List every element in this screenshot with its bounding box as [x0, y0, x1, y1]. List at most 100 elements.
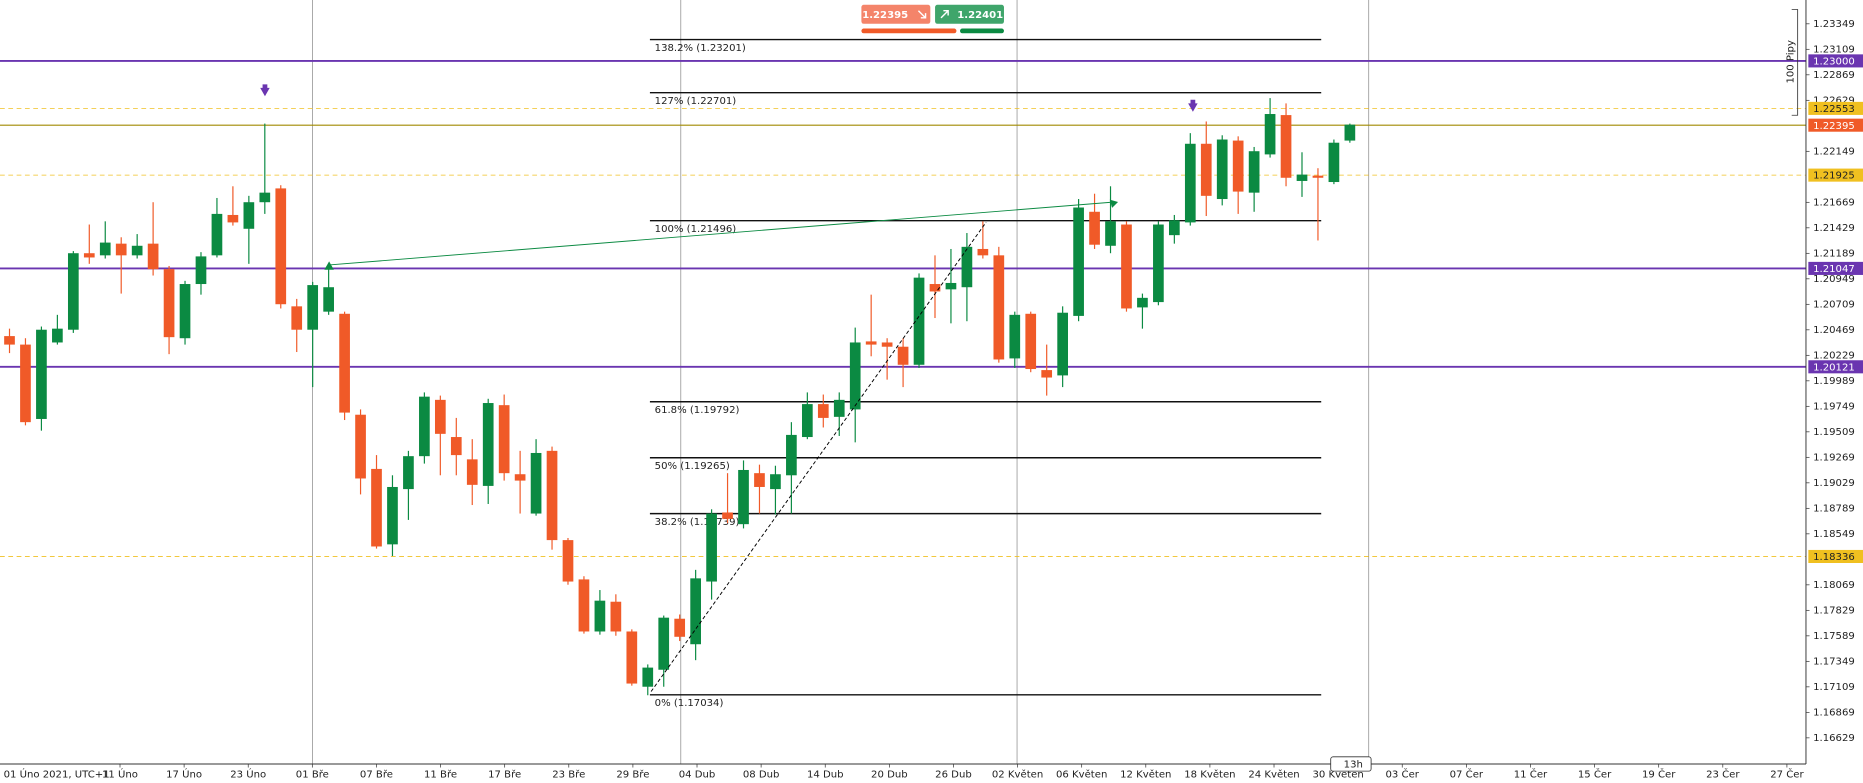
x-tick-label: 11 Bře	[424, 769, 457, 781]
candle-body	[36, 329, 47, 419]
x-tick-label: 18 Květen	[1184, 769, 1235, 781]
x-tick-label: 19 Čer	[1642, 768, 1676, 781]
x-tick-label: 20 Dub	[871, 770, 908, 781]
candle-body	[1009, 314, 1021, 359]
fib-label: 50% (1.19265)	[655, 461, 730, 472]
x-tick-label: 30 Květen	[1312, 769, 1363, 781]
level-label: 1.23000	[1813, 56, 1855, 67]
fib-label: 38.2% (1.18739)	[655, 517, 740, 528]
fib-label: 61.8% (1.19792)	[655, 405, 740, 416]
candle-body	[163, 269, 175, 338]
x-tick-label: 17 Bře	[488, 769, 521, 781]
candle-body	[1280, 115, 1292, 178]
sell-price[interactable]: 1.22395	[862, 10, 908, 21]
candle-body	[690, 578, 701, 645]
candle-body	[1264, 114, 1276, 155]
candle-body	[419, 396, 430, 457]
candle-body	[291, 306, 303, 330]
candle-body	[339, 313, 350, 413]
sell-button[interactable]: 1.22395	[861, 4, 931, 24]
candle-body	[227, 214, 239, 223]
candles	[4, 98, 1356, 696]
candle-body	[83, 253, 95, 258]
candle-body	[387, 486, 398, 545]
x-tick-label: 29 Bře	[616, 769, 649, 781]
candle-body	[578, 579, 590, 632]
x-tick-label: 04 Dub	[679, 770, 716, 781]
x-axis: 01 Úno 2021, UTC+111 Úno 17 Úno 23 Úno 01 B…	[4, 763, 1804, 781]
y-tick-label: 1.21189	[1813, 248, 1855, 259]
y-tick-label: 1.21669	[1813, 197, 1855, 208]
candle-body	[1312, 175, 1324, 178]
x-tick-label: 01 Úno 2021, UTC+1	[4, 768, 110, 781]
buy-button-bg[interactable]	[935, 4, 1004, 24]
level-label-bg	[1808, 168, 1863, 182]
fib-label: 0% (1.17034)	[655, 698, 724, 709]
candle-body	[99, 242, 111, 256]
x-tick-label: 07 Čer	[1450, 768, 1484, 781]
fibonacci: 138.2% (1.23201) 127% (1.22701) 100% (1.21…	[649, 38, 1322, 709]
y-tick-label: 1.22149	[1813, 146, 1855, 157]
level-label-bg	[1808, 54, 1863, 68]
candle-body	[1073, 207, 1084, 316]
y-tick-label: 1.19029	[1813, 478, 1855, 489]
y-tick-label: 1.17829	[1813, 605, 1855, 616]
candle-body	[1121, 224, 1132, 309]
x-tick-label: 08 Dub	[743, 770, 780, 781]
x-tick-label: 03 Čer	[1386, 768, 1420, 781]
candle-body	[482, 403, 494, 486]
candle-body	[498, 405, 510, 474]
candle-body	[833, 399, 845, 417]
level-label: 1.20121	[1813, 362, 1855, 373]
candle-body	[770, 474, 781, 490]
candle-body	[131, 245, 143, 256]
candle-body	[1344, 124, 1356, 141]
level-label-bg	[1808, 118, 1863, 132]
candle-body	[849, 342, 861, 410]
x-tick-label: 06 Květen	[1056, 769, 1107, 781]
sell-arrow	[917, 10, 927, 19]
y-tick-label: 1.17109	[1813, 682, 1855, 693]
y-tick-label: 1.20229	[1813, 350, 1855, 361]
candle-body	[658, 617, 670, 670]
sell-button-bg[interactable]	[861, 4, 931, 24]
candle-body	[1328, 142, 1340, 183]
candle-body	[1025, 313, 1037, 370]
candle-body	[275, 188, 287, 305]
candle-body	[594, 600, 606, 632]
x-tick-label: 27 Čer	[1770, 768, 1804, 781]
y-tick-label: 1.22869	[1813, 70, 1855, 81]
y-tick-label: 1.19509	[1813, 427, 1855, 438]
level-label: 1.22395	[1813, 121, 1855, 132]
buy-price[interactable]: 1.22401	[957, 10, 1003, 21]
candle-body	[4, 336, 15, 345]
marker-arrow	[260, 84, 270, 97]
candle-body	[1137, 297, 1148, 308]
y-tick-label: 1.16869	[1813, 707, 1855, 718]
y-axis: 1.23349 1.23109 1.22869 1.22629 1.22149 1.216…	[1805, 19, 1855, 744]
x-tick-label: 23 Úno	[230, 768, 266, 781]
candle-body	[307, 285, 319, 330]
candle-body	[211, 213, 223, 256]
candle-body	[1041, 370, 1053, 378]
candle-body	[642, 667, 654, 687]
x-tick-label: 26 Dub	[935, 770, 972, 781]
candle-body	[738, 469, 749, 525]
y-tick-label: 1.17589	[1813, 631, 1855, 642]
candle-body	[323, 287, 334, 312]
fib-label: 138.2% (1.23201)	[655, 43, 746, 54]
candle-body	[977, 248, 989, 256]
buy-button[interactable]: 1.22401	[935, 4, 1004, 24]
pip-bracket	[1791, 9, 1799, 116]
candle-body	[626, 631, 638, 684]
y-tick-label: 1.22629	[1813, 95, 1855, 106]
fib-label: 127% (1.22701)	[655, 96, 737, 107]
arrow-head	[1109, 199, 1119, 208]
x-tick-label: 12 Květen	[1120, 769, 1171, 781]
sell-bar	[861, 28, 957, 34]
y-tick-label: 1.23349	[1813, 19, 1855, 30]
level-label-bg	[1808, 360, 1863, 374]
buy-bar	[960, 28, 1004, 34]
